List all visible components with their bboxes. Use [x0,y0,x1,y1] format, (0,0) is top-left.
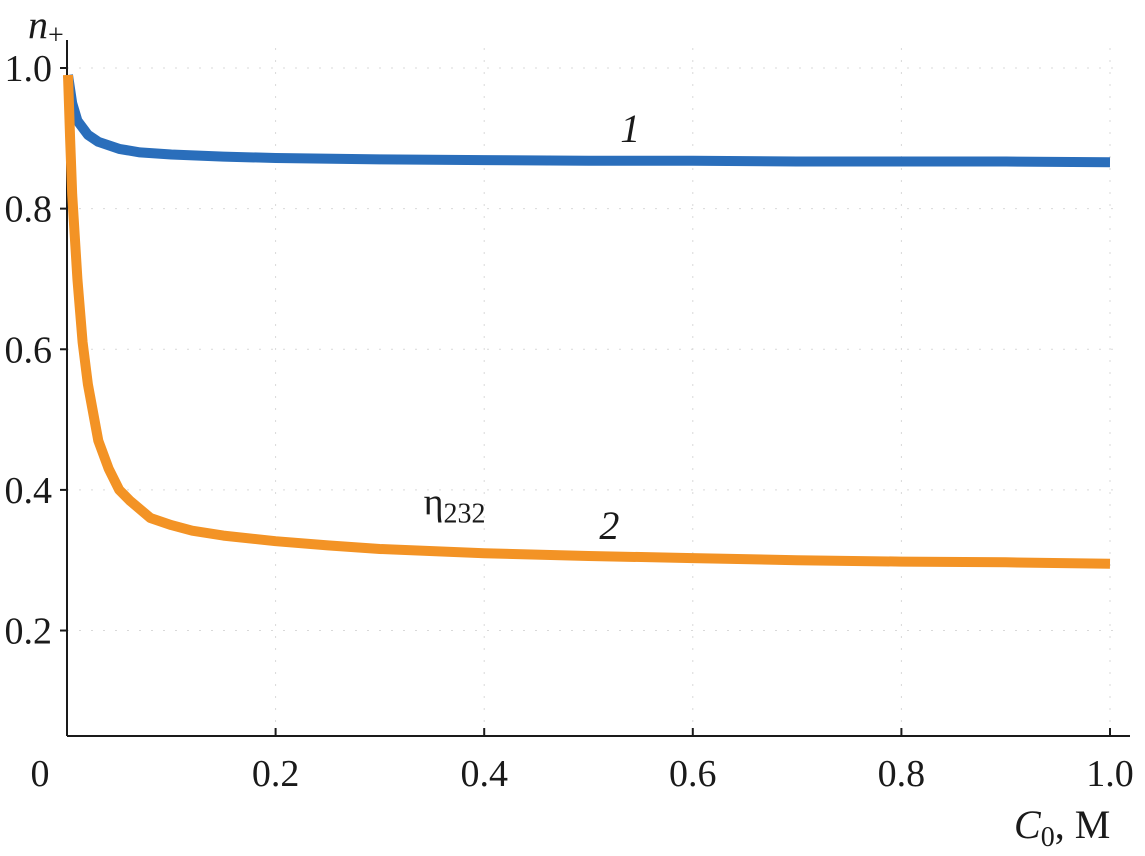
annotation-sub-0: 232 [443,498,485,529]
y-tick-label-1: 0.4 [5,470,53,512]
x-axis-title-unit: , M [1055,802,1111,847]
x-axis-title: C0, M [1014,802,1110,853]
series-group [63,74,1111,569]
y-axis-title-sub: + [48,20,64,51]
axes [66,40,1130,737]
x-axis-title-main: C [1014,802,1042,847]
y-axis-title-main: n [28,2,48,47]
x-tick-label-4: 0.8 [878,753,926,795]
x-axis-title-sub: 0 [1041,822,1055,853]
x-tick-label-5: 1.0 [1086,753,1134,795]
x-tick-label-0: 0 [31,753,50,795]
y-axis-title: n+ [28,2,64,51]
series-labels: 1 2 η232 [424,106,641,548]
y-tick-label-3: 0.8 [5,189,53,231]
grid [67,48,1120,736]
series-line-1 [63,74,1111,168]
annotation-0: η232 [424,481,486,529]
series-line-2 [63,74,1111,569]
series-label-1: 1 [620,106,640,151]
x-tick-label-1: 0.2 [252,753,300,795]
ticks: 0.2 0.4 0.6 0.8 1.0 0 0.2 0.4 0.6 0.8 1.0 [5,48,1134,795]
y-tick-label-2: 0.6 [5,329,53,371]
annotation-main-0: η [424,481,444,523]
y-tick-label-0: 0.2 [5,611,53,653]
x-tick-label-3: 0.6 [669,753,717,795]
series-label-2: 2 [599,503,619,548]
x-tick-label-2: 0.4 [460,753,508,795]
y-tick-label-4: 1.0 [5,48,53,90]
